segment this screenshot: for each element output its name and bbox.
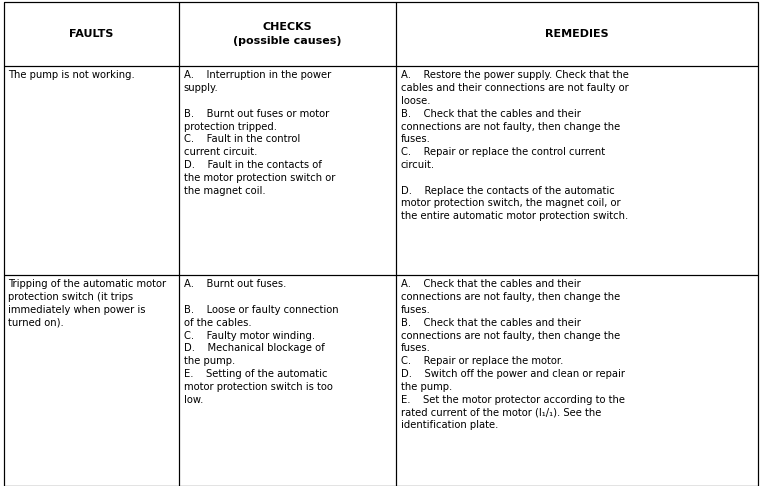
Text: FAULTS: FAULTS [69,29,114,39]
Text: REMEDIES: REMEDIES [546,29,609,39]
Bar [179,2,396,66]
Text: A.    Restore the power supply. Check that the
cables and their connections are : A. Restore the power supply. Check that … [401,70,629,221]
Bar [4,2,179,66]
Text: The pump is not working.: The pump is not working. [8,70,135,81]
Bar [179,66,396,275]
Bar [4,66,179,275]
Text: CHECKS
(possible causes): CHECKS (possible causes) [233,22,342,46]
Text: Tripping of the automatic motor
protection switch (it trips
immediately when pow: Tripping of the automatic motor protecti… [8,279,167,328]
Bar [179,275,396,486]
Bar [396,2,758,66]
Text: A.    Interruption in the power
supply.

B.    Burnt out fuses or motor
protecti: A. Interruption in the power supply. B. … [184,70,335,196]
Bar [396,66,758,275]
Text: A.    Check that the cables and their
connections are not faulty, then change th: A. Check that the cables and their conne… [401,279,625,430]
Text: A.    Burnt out fuses.

B.    Loose or faulty connection
of the cables.
C.    Fa: A. Burnt out fuses. B. Loose or faulty c… [184,279,338,405]
Bar [4,275,179,486]
Bar [396,275,758,486]
